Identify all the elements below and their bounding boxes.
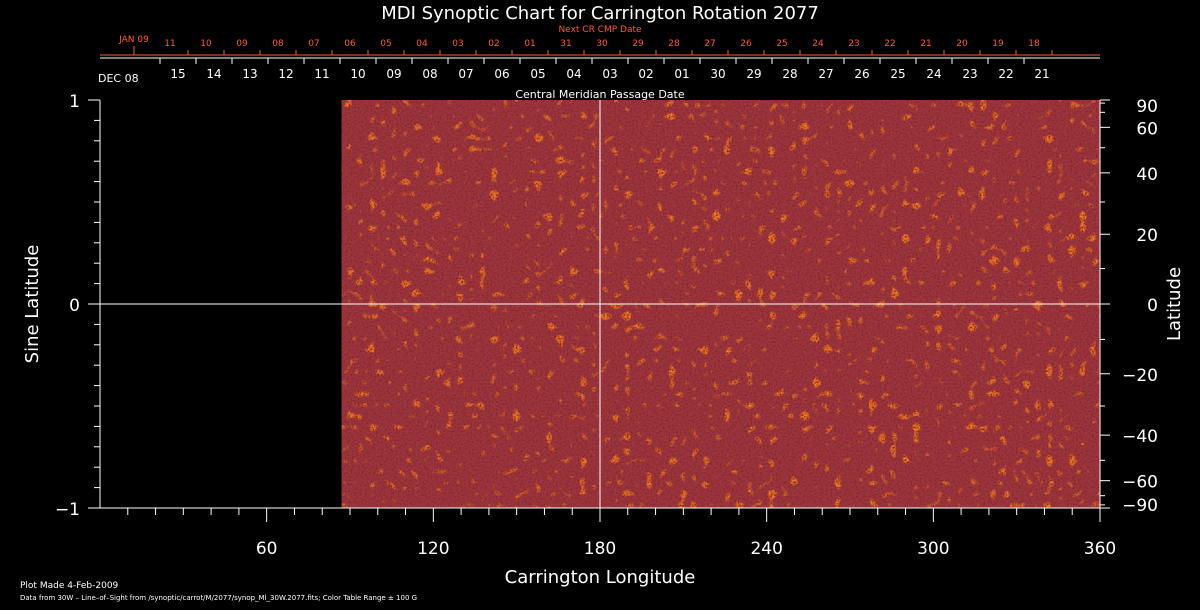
- next-cr-date-label: 29: [632, 39, 644, 49]
- cmp-date-label: 23: [962, 67, 977, 81]
- cmp-date-label: 05: [530, 67, 545, 81]
- cmp-date-label: 14: [206, 67, 221, 81]
- next-cr-date-label: 18: [1028, 39, 1040, 49]
- next-cr-date-label: 08: [272, 39, 284, 49]
- next-cr-date-label: 24: [812, 39, 824, 49]
- next-cr-date-label: 27: [704, 39, 715, 49]
- cmp-date-label: 25: [890, 67, 905, 81]
- cmp-date-label: 30: [710, 67, 725, 81]
- y-right-tick-label: −90: [1122, 496, 1158, 516]
- cmp-date-label: 06: [494, 67, 509, 81]
- y-right-tick-label: −40: [1122, 427, 1158, 447]
- next-cr-date-label: 31: [560, 39, 571, 49]
- next-cr-date-label: 19: [992, 39, 1004, 49]
- x-tick-label: 360: [1084, 539, 1116, 559]
- data-source-text: Data from 30W – Line–of–Sight from /syno…: [20, 594, 417, 602]
- y-right-tick-label: 40: [1136, 165, 1158, 185]
- cmp-date-label: 08: [422, 67, 437, 81]
- next-cr-date-label: 26: [740, 39, 752, 49]
- plot-axes: 60 120 180 240 300 36010−1906040200−20−40−60−…: [55, 92, 1158, 559]
- cmp-date-label: 24: [926, 67, 941, 81]
- y-right-tick-label: 90: [1136, 97, 1158, 117]
- plot-made-text: Plot Made 4-Feb-2009: [20, 581, 119, 591]
- cmp-date-label: 02: [638, 67, 653, 81]
- next-cr-date-label: 10: [200, 39, 212, 49]
- x-axis-label: Carrington Longitude: [505, 567, 696, 588]
- cmp-date-label: 11: [314, 67, 329, 81]
- y-axis-label-right: Latitude: [1164, 267, 1185, 341]
- y-right-tick-label: 0: [1147, 296, 1158, 316]
- y-right-tick-label: −20: [1122, 366, 1158, 386]
- next-cr-date-label: 28: [668, 39, 680, 49]
- cmp-date-label: 04: [566, 67, 581, 81]
- next-cr-date-label: 11: [164, 39, 175, 49]
- y-left-tick-label: 0: [69, 296, 80, 316]
- next-cr-start-label: JAN 09: [118, 35, 149, 45]
- cmp-date-label: 15: [170, 67, 185, 81]
- next-cr-date-label: 06: [344, 39, 356, 49]
- y-left-tick-label: −1: [55, 500, 80, 520]
- cmp-date-label: 27: [818, 67, 833, 81]
- y-right-tick-label: 60: [1136, 119, 1158, 139]
- cmp-label: Central Meridian Passage Date: [515, 88, 684, 101]
- next-cr-date-label: 21: [920, 39, 931, 49]
- next-cr-date-label: 22: [884, 39, 895, 49]
- y-left-tick-label: 1: [69, 92, 80, 112]
- y-right-tick-label: −60: [1122, 473, 1158, 493]
- next-cr-date-label: 05: [380, 39, 391, 49]
- cmp-date-axes: JAN 09 11 10 09 08 07 06 05 04 03 02 01 31 30 29 28 27 26…: [98, 35, 1100, 85]
- x-tick-label: 240: [750, 539, 782, 559]
- x-tick-label: 120: [417, 539, 449, 559]
- cmp-date-label: 22: [998, 67, 1013, 81]
- cmp-start-label: DEC 08: [98, 72, 139, 85]
- next-cr-date-label: 25: [776, 39, 787, 49]
- cmp-date-label: 12: [278, 67, 293, 81]
- cmp-date-label: 03: [602, 67, 617, 81]
- next-cr-date-label: 04: [416, 39, 428, 49]
- cmp-date-label: 10: [350, 67, 365, 81]
- cmp-date-label: 01: [674, 67, 689, 81]
- cmp-date-label: 29: [746, 67, 761, 81]
- x-tick-label: 60: [256, 539, 278, 559]
- next-cr-date-label: 23: [848, 39, 859, 49]
- cmp-date-label: 07: [458, 67, 473, 81]
- cmp-date-label: 09: [386, 67, 401, 81]
- x-tick-label: 300: [917, 539, 949, 559]
- next-cr-date-label: 30: [596, 39, 608, 49]
- next-cr-date-label: 02: [488, 39, 499, 49]
- y-right-tick-label: 20: [1136, 226, 1158, 246]
- next-cr-label: Next CR CMP Date: [558, 25, 642, 35]
- cmp-date-label: 21: [1034, 67, 1049, 81]
- y-axis-label-left: Sine Latitude: [22, 245, 43, 364]
- next-cr-date-label: 20: [956, 39, 968, 49]
- next-cr-date-label: 03: [452, 39, 463, 49]
- next-cr-date-label: 09: [236, 39, 248, 49]
- cmp-date-label: 26: [854, 67, 869, 81]
- cmp-date-label: 28: [782, 67, 797, 81]
- cmp-date-label: 13: [242, 67, 257, 81]
- chart-title: MDI Synoptic Chart for Carrington Rotati…: [381, 3, 819, 24]
- next-cr-date-label: 01: [524, 39, 535, 49]
- x-tick-label: 180: [584, 539, 616, 559]
- next-cr-date-label: 07: [308, 39, 319, 49]
